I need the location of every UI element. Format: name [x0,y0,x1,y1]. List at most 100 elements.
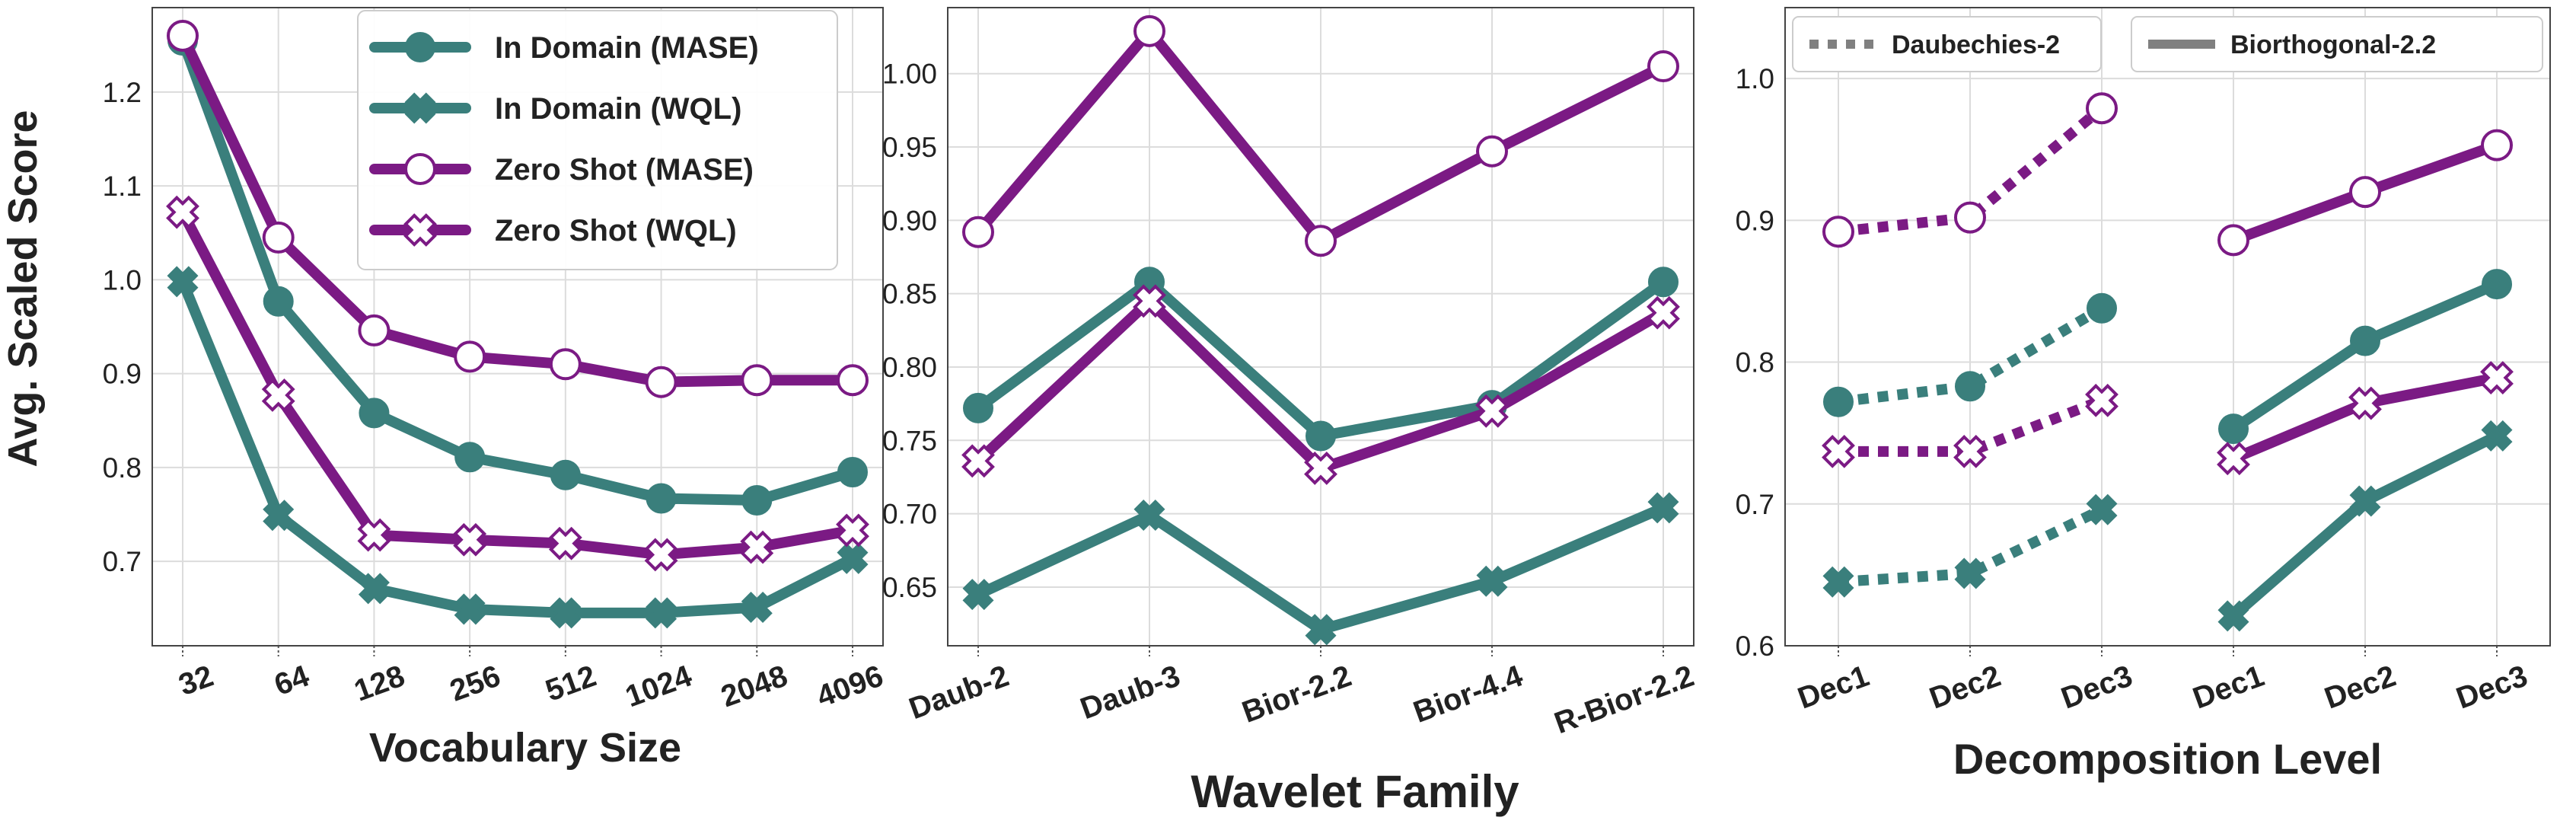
group-1-series-2-point [1954,557,1986,589]
series-2-point [550,597,582,629]
group-1-series-4-point [2085,383,2119,417]
series-1-point [741,484,773,516]
y-tick-label: 1.1 [103,171,142,202]
series-4-point [1647,295,1680,330]
plot-area [1785,8,2550,646]
series-1-point [550,459,581,490]
panel-3: 0.6 0.7 0.8 0.9 1.0 Dec1 Dec2 Dec3 Dec1 Dec2 Dec3 D… [1736,7,2551,783]
series-4-point [1133,284,1166,318]
series-4-point [740,530,774,564]
series-2-point [358,573,390,605]
legend-swatch-marker [404,153,436,185]
x-tick-label: 512 [541,659,601,708]
series-3-point [1647,50,1679,83]
y-tick-label: 1.0 [103,264,142,295]
series-3-point [262,221,295,254]
group-2-series-3-point [2217,224,2249,257]
series-2-line [177,276,858,618]
y-axis-label: Avg. Scaled Score [0,110,46,467]
series-4-line [177,206,858,560]
series-2-point [1476,565,1508,597]
legend-label: Zero Shot (WQL) [495,214,737,247]
legend-swatch-marker [404,92,436,124]
series-4-point [1475,394,1509,428]
series-3-point [962,216,994,248]
series-3-point [1476,135,1508,168]
y-tick-label: 0.7 [103,546,142,577]
x-tick-label: 4096 [812,659,888,714]
legend-label: Daubechies-2 [1892,30,2060,59]
y-tick-label: 1.2 [103,77,142,108]
group-2-series-3-point [2481,129,2513,161]
y-tick-label: 0.65 [882,572,937,603]
group-2-series-1-point [2218,414,2249,445]
group-1-series-2-point [2086,493,2118,525]
series-4-point [261,378,295,412]
x-tick-label: Dec3 [2452,659,2532,716]
group-1-series-3-line [1838,104,2106,238]
series-3-point [1133,14,1165,47]
x-tick-label: Dec2 [1925,659,2005,716]
series-1-point [646,483,677,514]
series-1-point [359,398,390,429]
series-2-point [167,266,199,298]
series-4-point [644,538,678,572]
series-4-point [453,522,487,557]
series-3-point [645,366,677,398]
series-4-point [1304,451,1337,485]
series-4-point [961,444,995,478]
series-1-point [263,286,294,317]
axes-frame [1784,7,2551,647]
group-1-series-4-point [1822,434,1855,468]
series-4-point [548,526,582,560]
series-3-point [741,364,773,397]
x-axis-label: Vocabulary Size [369,725,681,771]
axes-frame [947,7,1694,647]
y-tick-label: 0.90 [882,205,937,236]
x-tick-label: Daub-3 [1076,659,1184,726]
y-tick-label: 0.8 [1736,347,1774,378]
y-tick-label: 0.9 [1736,205,1774,236]
group-1-series-1-point [1823,386,1854,417]
group-1-series-2-line [1838,504,2105,588]
x-axis-label: Decomposition Level [1953,735,2382,783]
x-tick-label: Bior-2.2 [1238,659,1356,730]
group-1-series-2-point [1822,566,1854,598]
x-tick-label: Dec3 [2057,659,2137,716]
x-tick-label: 256 [445,659,505,708]
series-4-point [836,513,869,548]
series-3-point [549,348,582,381]
series-1-point [1306,420,1336,452]
series-2-point [646,597,677,629]
panel-1: 0.7 0.8 0.9 1.0 1.1 1.2 32 64 128 256 512 1024 2048 4… [0,7,888,771]
legend: In Domain (MASE) In Domain (WQL) Zero Shot… [357,10,838,270]
series-3-point [358,314,391,346]
group-1-series-1-point [1955,371,1985,402]
legend-swatch-marker [403,213,437,247]
series-1-point [454,442,486,473]
series-3-point [1305,225,1337,257]
legend-box [357,10,838,270]
legend-swatch-marker [405,32,435,62]
series-2-point [962,579,994,611]
x-tick-label: 2048 [717,659,792,714]
group-1-series-4-line [1838,395,2104,457]
y-tick-label: 0.75 [882,425,937,456]
series-3-point [454,340,486,373]
legend-label: In Domain (MASE) [495,31,759,65]
x-tick-label: 32 [174,659,218,703]
series-1-point [837,457,868,488]
group-2-series-2-point [2217,600,2249,632]
x-tick-label: 1024 [621,659,697,714]
x-tick-label: Dec1 [2189,659,2268,716]
y-tick-label: 0.80 [882,352,937,383]
legend-label: In Domain (WQL) [495,92,741,126]
x-tick-label: 128 [350,659,410,708]
series-3-point [837,364,869,397]
legend-label: Zero Shot (MASE) [495,153,754,187]
x-tick-label: Bior-4.4 [1409,659,1528,730]
legend-label: Biorthogonal-2.2 [2230,30,2436,59]
legend: Daubechies-2 Biorthogonal-2.2 [1792,16,2543,72]
axes-frame [151,7,884,647]
